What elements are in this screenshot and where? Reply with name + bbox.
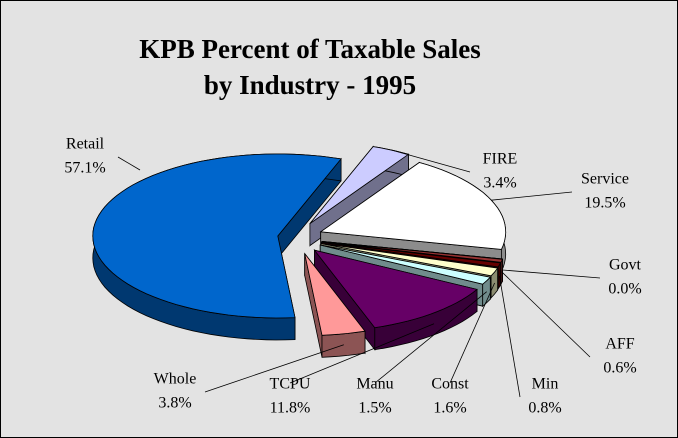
leader-line — [491, 191, 573, 201]
leader-line — [502, 269, 601, 279]
data-label: 0.0% — [608, 281, 641, 298]
data-label: 3.8% — [158, 395, 191, 412]
data-label: 19.5% — [584, 195, 625, 212]
leader-line — [391, 149, 471, 173]
category-label: Whole — [154, 371, 197, 388]
data-label: 1.6% — [433, 400, 466, 417]
category-label: Retail — [66, 136, 105, 153]
slice — [321, 242, 502, 268]
data-label: 0.8% — [528, 400, 561, 417]
category-label: AFF — [605, 336, 634, 353]
category-label: Const — [431, 376, 469, 393]
data-label: 0.6% — [603, 360, 636, 377]
data-label: 1.5% — [358, 400, 391, 417]
leader-line — [501, 271, 591, 358]
slice — [304, 253, 366, 336]
data-label: 57.1% — [64, 160, 105, 177]
leader-line — [374, 291, 487, 384]
category-label: Manu — [356, 376, 393, 393]
leader-line — [289, 323, 435, 384]
slice — [320, 243, 499, 277]
category-label: Min — [532, 376, 559, 393]
leader-line — [204, 344, 344, 393]
category-label: TCPU — [270, 376, 311, 393]
leader-line — [499, 275, 521, 398]
slice — [92, 153, 342, 319]
category-label: Service — [581, 171, 629, 188]
category-label: Govt — [609, 257, 642, 274]
chart-title: by Industry - 1995 — [204, 70, 416, 100]
data-label: 11.8% — [270, 400, 311, 417]
category-label: FIRE — [483, 151, 518, 168]
leader-line — [117, 156, 141, 171]
slice — [313, 249, 478, 329]
slice — [320, 244, 492, 285]
slice — [309, 146, 410, 224]
data-label: 3.4% — [483, 175, 516, 192]
leader-line — [449, 282, 495, 384]
chart-title: KPB Percent of Taxable Sales — [139, 34, 481, 64]
slice — [321, 241, 504, 263]
